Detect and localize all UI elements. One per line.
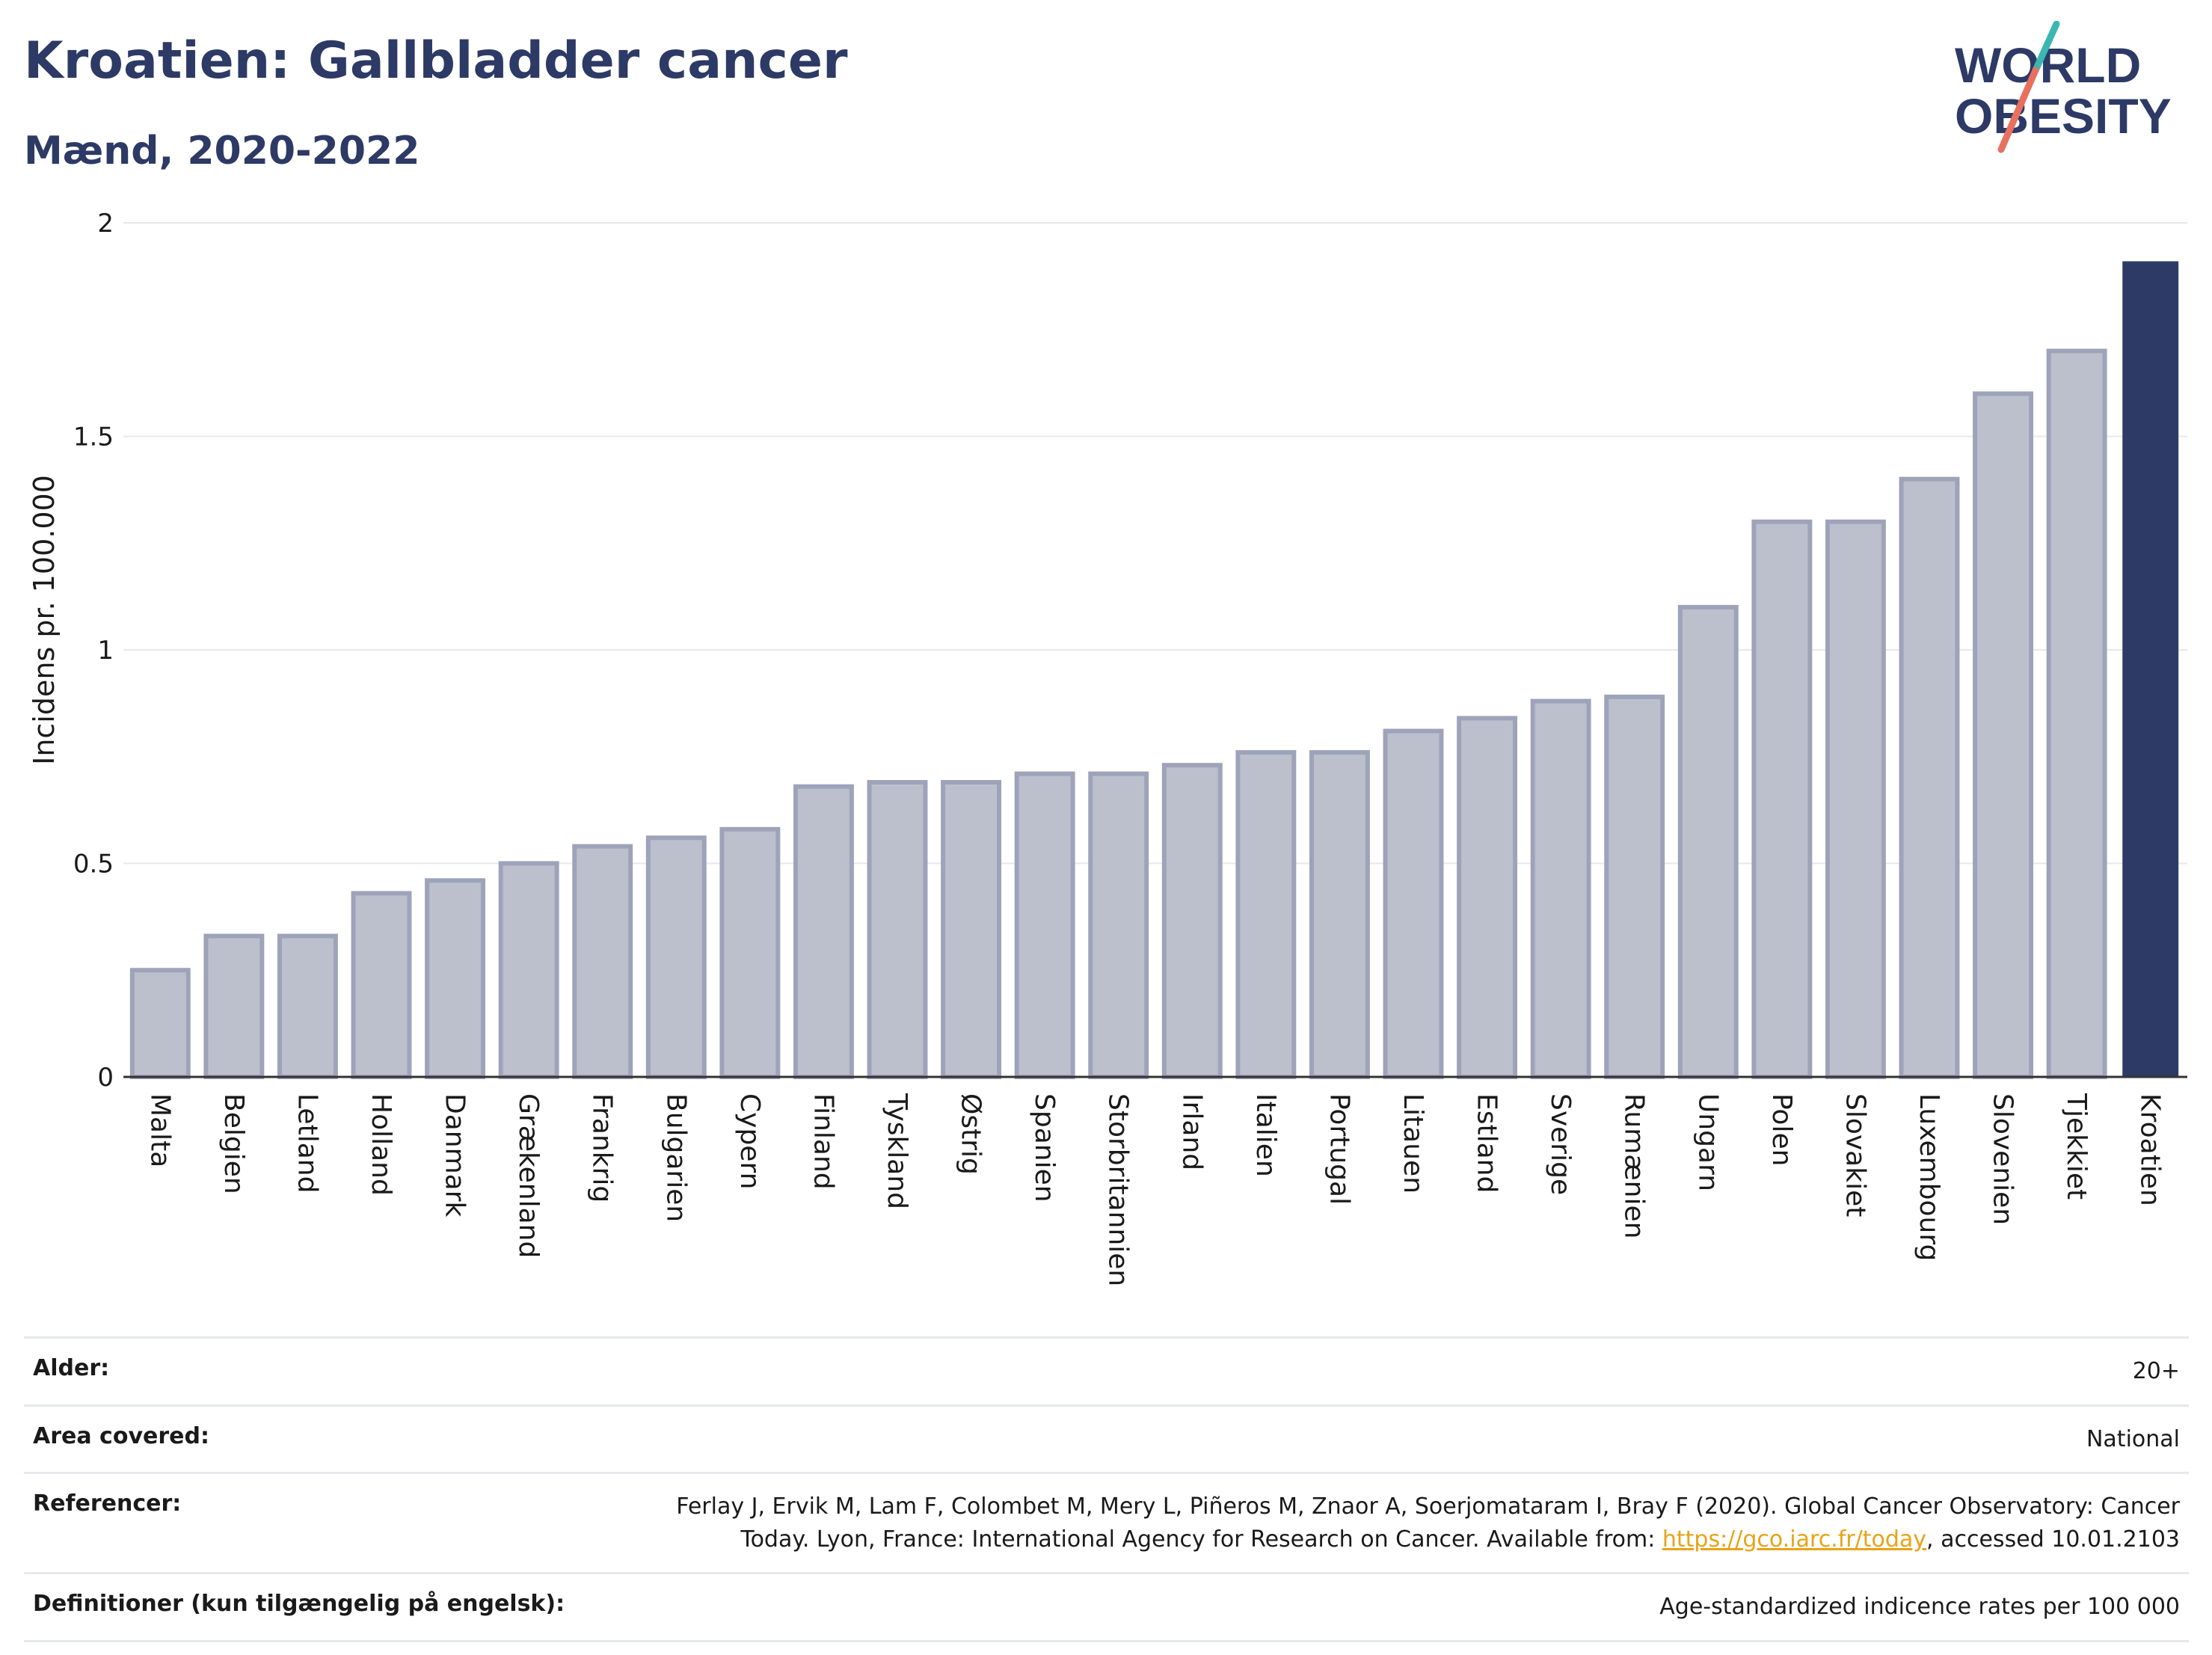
x-tick-label-23: Slovakiet <box>1840 1093 1870 1217</box>
bar-rumænien <box>1604 694 1665 1079</box>
bar-belgien <box>203 933 265 1079</box>
bar-estland <box>1457 716 1518 1079</box>
info-value-area: National <box>598 1404 2189 1473</box>
bar-tjekkiet <box>2046 348 2107 1079</box>
y-tick-label-2: 1 <box>97 636 114 666</box>
x-tick-label-8: Cypern <box>734 1093 765 1189</box>
x-tick-label-17: Litauen <box>1398 1093 1428 1194</box>
info-row-definitions: Definitioner (kun tilgængelig på engelsk… <box>24 1572 2189 1642</box>
x-tick-label-13: Storbritannien <box>1103 1093 1134 1286</box>
bar-italien <box>1235 750 1297 1079</box>
x-tick-label-20: Rumænien <box>1619 1093 1650 1238</box>
info-label-area: Area covered: <box>24 1404 599 1473</box>
x-tick-label-6: Frankrig <box>587 1093 618 1203</box>
bar-tyskland <box>867 780 928 1079</box>
info-row-references: Referencer: Ferlay J, Ervik M, Lam F, Co… <box>24 1472 2189 1573</box>
logo-slash-teal <box>2032 21 2060 74</box>
bar-holland <box>351 891 412 1079</box>
x-tick-label-24: Luxembourg <box>1914 1093 1944 1261</box>
reference-line-2-post: , accessed 10.01.2103 <box>1926 1526 2180 1553</box>
x-tick-label-11: Østrig <box>956 1093 986 1175</box>
x-tick-label-26: Tjekkiet <box>2061 1093 2092 1200</box>
x-tick-label-19: Sverige <box>1545 1093 1576 1195</box>
y-axis-label: Incidens pr. 100.000 <box>28 475 61 765</box>
bar-bulgarien <box>645 835 707 1079</box>
x-tick-label-1: Belgien <box>218 1093 249 1194</box>
world-obesity-logo: WORLD OBESITY <box>1955 21 2172 153</box>
x-tick-label-7: Bulgarien <box>660 1093 691 1222</box>
info-table: Alder: 20+ Area covered: National Refere… <box>24 1336 2189 1642</box>
info-row-age: Alder: 20+ <box>24 1336 2189 1405</box>
info-row-area: Area covered: National <box>24 1404 2189 1473</box>
bar-cypern <box>719 826 781 1079</box>
logo-line-2: OBESITY <box>1955 88 2172 144</box>
bar-østrig <box>941 780 1002 1079</box>
info-value-age: 20+ <box>598 1336 2189 1405</box>
x-tick-label-5: Grækenland <box>513 1093 544 1258</box>
reference-line-1: Ferlay J, Ervik M, Lam F, Colombet M, Me… <box>676 1493 2180 1520</box>
x-tick-label-25: Slovenien <box>1988 1093 2018 1225</box>
bar-slovakiet <box>1825 519 1886 1079</box>
info-label-age: Alder: <box>24 1336 599 1405</box>
y-tick-label-3: 1.5 <box>73 423 114 452</box>
info-label-definitions: Definitioner (kun tilgængelig på engelsk… <box>24 1572 599 1642</box>
bar-irland <box>1161 763 1223 1079</box>
bar-sverige <box>1530 698 1591 1080</box>
x-tick-label-16: Portugal <box>1324 1093 1354 1205</box>
bar-ungarn <box>1677 604 1739 1079</box>
bar-danmark <box>425 878 486 1079</box>
x-tick-label-9: Finland <box>808 1093 838 1190</box>
bar-storbritannien <box>1088 771 1149 1079</box>
page-title: Kroatien: Gallbladder cancer <box>24 31 848 90</box>
bar-litauen <box>1383 728 1444 1079</box>
bar-chart: 0 0.5 1 1.5 2 Malta Belgien Letland Holland Danma… <box>28 209 2187 1286</box>
bar-malta <box>129 968 191 1079</box>
x-tick-label-18: Estland <box>1472 1093 1502 1193</box>
x-tick-label-22: Polen <box>1766 1093 1797 1166</box>
x-tick-label-10: Tyskland <box>882 1093 912 1209</box>
x-tick-label-27: Kroatien <box>2135 1093 2166 1206</box>
x-tick-label-0: Malta <box>144 1093 175 1167</box>
bar-polen <box>1751 519 1813 1079</box>
x-tick-label-15: Italien <box>1250 1093 1281 1177</box>
y-tick-label-1: 0.5 <box>73 850 114 879</box>
y-tick-label-0: 0 <box>97 1063 114 1093</box>
bar-finland <box>793 784 854 1079</box>
reference-line-2-pre: Today. Lyon, France: International Agenc… <box>740 1526 1662 1553</box>
x-tick-label-4: Danmark <box>440 1093 470 1218</box>
logo-slash-coral <box>1997 67 2039 153</box>
bar-luxembourg <box>1899 476 1960 1079</box>
bar-frankrig <box>572 844 633 1080</box>
bar-letland <box>277 933 338 1079</box>
bar-spanien <box>1014 771 1075 1079</box>
x-tick-label-14: Irland <box>1176 1093 1207 1170</box>
x-tick-label-21: Ungarn <box>1692 1093 1723 1191</box>
bar-portugal <box>1309 750 1370 1079</box>
bar-kroatien <box>2122 261 2179 1077</box>
page-subtitle: Mænd, 2020-2022 <box>24 129 420 174</box>
x-tick-label-2: Letland <box>292 1093 322 1193</box>
info-value-references: Ferlay J, Ervik M, Lam F, Colombet M, Me… <box>598 1472 2189 1573</box>
info-value-definitions: Age-standardized indicence rates per 100… <box>598 1572 2189 1642</box>
info-label-references: Referencer: <box>24 1472 599 1573</box>
reference-link[interactable]: https://gco.iarc.fr/today <box>1662 1526 1927 1553</box>
x-tick-label-12: Spanien <box>1029 1093 1060 1203</box>
y-tick-label-4: 2 <box>97 209 114 239</box>
bar-slovenien <box>1973 391 2034 1079</box>
x-tick-label-3: Holland <box>366 1093 396 1196</box>
bar-grækenland <box>498 861 559 1079</box>
